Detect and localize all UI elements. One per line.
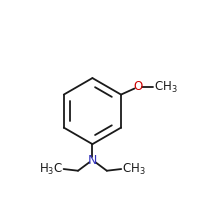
Text: N: N xyxy=(88,154,97,167)
Text: CH$_3$: CH$_3$ xyxy=(122,161,146,177)
Text: H$_3$C: H$_3$C xyxy=(39,161,63,177)
Text: O: O xyxy=(133,81,143,94)
Text: CH$_3$: CH$_3$ xyxy=(154,80,178,95)
